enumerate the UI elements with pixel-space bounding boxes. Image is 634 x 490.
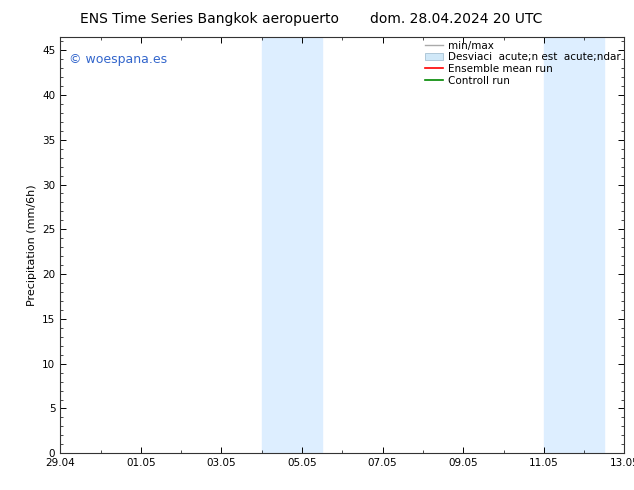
Legend: min/max, Desviaci  acute;n est  acute;ndar, Ensemble mean run, Controll run: min/max, Desviaci acute;n est acute;ndar… xyxy=(423,39,623,88)
Bar xyxy=(544,37,604,453)
Text: © woespana.es: © woespana.es xyxy=(68,53,167,67)
Text: ENS Time Series Bangkok aeropuerto: ENS Time Series Bangkok aeropuerto xyxy=(80,12,339,26)
Text: dom. 28.04.2024 20 UTC: dom. 28.04.2024 20 UTC xyxy=(370,12,543,26)
Bar xyxy=(262,37,322,453)
Y-axis label: Precipitation (mm/6h): Precipitation (mm/6h) xyxy=(27,184,37,306)
